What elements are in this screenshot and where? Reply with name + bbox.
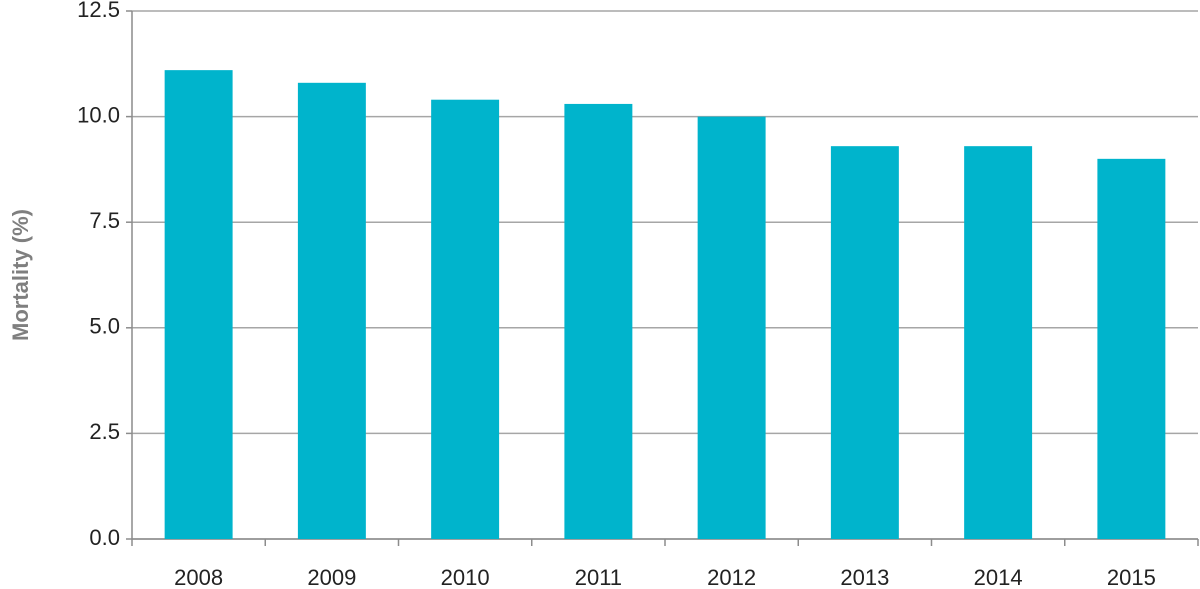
bar (830, 146, 899, 539)
bar (964, 146, 1033, 539)
x-tick-label: 2008 (174, 565, 223, 589)
y-tick-label: 5.0 (89, 314, 120, 339)
bar (1097, 158, 1166, 539)
x-tick-label: 2010 (441, 565, 490, 589)
bar (297, 82, 366, 540)
y-tick-label: 2.5 (89, 419, 120, 444)
y-tick-label: 0.0 (89, 525, 120, 550)
x-tick-label: 2015 (1107, 565, 1156, 589)
y-tick-label: 10.0 (77, 102, 120, 127)
x-tick-label: 2013 (840, 565, 889, 589)
bar (431, 99, 500, 539)
bar (164, 70, 233, 540)
bar (564, 103, 633, 539)
y-tick-label: 12.5 (77, 0, 120, 22)
y-axis-label: Mortality (%) (8, 209, 33, 341)
x-tick-label: 2009 (307, 565, 356, 589)
x-tick-label: 2014 (974, 565, 1023, 589)
bar (697, 116, 766, 539)
y-tick-label: 7.5 (89, 208, 120, 233)
x-tick-label: 2012 (707, 565, 756, 589)
x-tick-label: 2011 (575, 565, 622, 589)
